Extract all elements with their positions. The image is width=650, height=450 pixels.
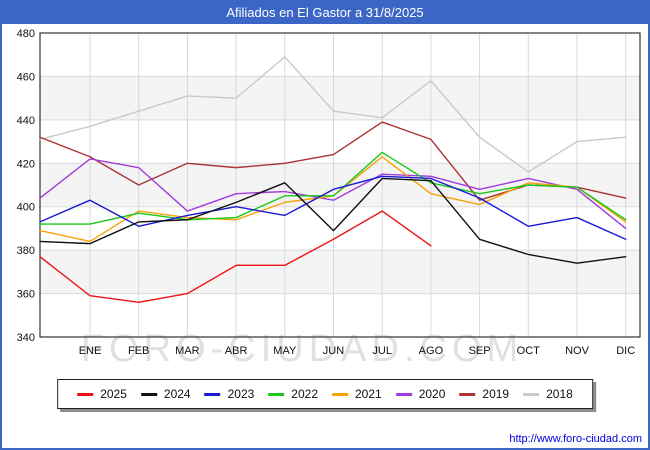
x-tick-label-OCT: OCT bbox=[517, 345, 541, 357]
legend-label-2018: 2018 bbox=[546, 387, 573, 401]
y-tick-label-420: 420 bbox=[17, 158, 35, 170]
series-line-2025 bbox=[39, 210, 432, 303]
x-tick-label-MAR: MAR bbox=[175, 345, 200, 357]
x-tick-label-ENE: ENE bbox=[79, 345, 102, 357]
legend-item-2024: 2024 bbox=[140, 387, 191, 401]
series-line-2022 bbox=[39, 151, 627, 225]
x-tick-label-MAY: MAY bbox=[273, 345, 297, 357]
y-tick-label-340: 340 bbox=[17, 332, 35, 344]
x-tick-label-JUL: JUL bbox=[372, 345, 392, 357]
footer: http://www.foro-ciudad.com bbox=[509, 433, 642, 445]
footer-link[interactable]: http://www.foro-ciudad.com bbox=[509, 433, 642, 445]
legend-label-2022: 2022 bbox=[291, 387, 318, 401]
legend-item-2021: 2021 bbox=[332, 387, 382, 401]
y-tick-label-400: 400 bbox=[17, 202, 35, 214]
legend-label-2020: 2020 bbox=[418, 387, 446, 401]
plot-band bbox=[40, 250, 640, 294]
legend-dash-2025 bbox=[77, 392, 94, 396]
legend-label-2021: 2021 bbox=[355, 387, 382, 401]
legend-dash-2022 bbox=[268, 392, 285, 396]
y-tick-label-360: 360 bbox=[17, 289, 35, 301]
legend-item-2023: 2023 bbox=[204, 387, 255, 401]
legend-dash-2018 bbox=[523, 392, 540, 396]
legend-item-2025: 2025 bbox=[77, 387, 127, 401]
legend-item-2020: 2020 bbox=[395, 387, 446, 401]
x-tick-label-AGO: AGO bbox=[419, 345, 444, 357]
x-tick-label-FEB: FEB bbox=[128, 345, 149, 357]
legend-label-2025: 2025 bbox=[100, 387, 127, 401]
y-tick-label-460: 460 bbox=[17, 71, 35, 83]
series-line-2020 bbox=[39, 158, 627, 230]
x-tick-label-SEP: SEP bbox=[469, 345, 491, 357]
legend-label-2023: 2023 bbox=[227, 387, 255, 401]
legend-item-2018: 2018 bbox=[523, 387, 573, 401]
legend-dash-2020 bbox=[395, 392, 412, 396]
y-tick-label-480: 480 bbox=[17, 28, 35, 40]
series-line-2023 bbox=[39, 175, 627, 240]
chart-area: FORO-CIUDAD.COM 480 460 440 420 400 380 360 340 E… bbox=[2, 24, 648, 376]
plot-border bbox=[39, 32, 641, 338]
x-tick-label-JUN: JUN bbox=[323, 345, 344, 357]
x-tick-label-ABR: ABR bbox=[225, 345, 248, 357]
y-tick-label-380: 380 bbox=[17, 245, 35, 257]
chart-title: Afiliados en El Gastor a 31/8/2025 bbox=[2, 2, 648, 24]
legend-item-2022: 2022 bbox=[268, 387, 318, 401]
series-line-2024 bbox=[39, 177, 627, 264]
series-line-2018 bbox=[39, 56, 627, 173]
legend-dash-2023 bbox=[204, 392, 221, 396]
legend-item-2019: 2019 bbox=[459, 387, 509, 401]
watermark-text: FORO-CIUDAD.COM bbox=[81, 328, 523, 370]
legend-dash-2024 bbox=[140, 392, 157, 396]
y-tick-label-440: 440 bbox=[17, 115, 35, 127]
legend-dash-2021 bbox=[332, 392, 348, 396]
legend-label-2024: 2024 bbox=[163, 387, 191, 401]
x-tick-label-NOV: NOV bbox=[565, 345, 590, 357]
legend-label-2019: 2019 bbox=[482, 387, 510, 401]
chart-legend: 2025 2024 2023 2022 2021 2020 2019 2018 bbox=[57, 379, 593, 409]
chart-svg: FORO-CIUDAD.COM 480 460 440 420 400 380 360 340 E… bbox=[17, 28, 641, 370]
x-tick-label-DIC: DIC bbox=[616, 345, 635, 357]
legend-dash-2019 bbox=[459, 392, 476, 396]
